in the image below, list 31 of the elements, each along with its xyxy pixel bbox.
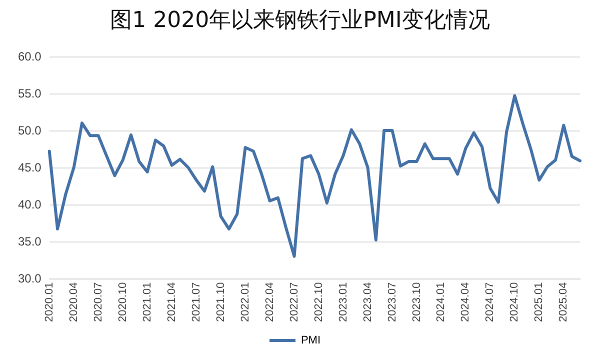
x-tick-label: 2020.10 [116,282,129,322]
x-tick-label: 2022.04 [264,282,276,322]
y-tick-label: 60.0 [18,50,42,64]
y-tick-label: 55.0 [18,86,42,101]
x-tick-label: 2022.01 [239,282,252,322]
y-tick-label: 45.0 [18,160,42,175]
x-tick-label: 2021.10 [214,282,227,322]
x-tick-label: 2023.01 [337,282,350,322]
x-tick-label: 2024.01 [435,282,448,322]
x-tick-label: 2021.04 [166,282,178,322]
x-tick-label: 2022.10 [312,282,325,322]
x-tick-label: 2020.07 [92,282,104,322]
x-tick-label: 2023.10 [410,282,423,322]
chart-title: 图1 2020年以来钢铁行业PMI变化情况 [109,7,491,35]
x-tick-label: 2020.01 [43,282,56,322]
y-tick-label: 30.0 [18,272,42,286]
x-tick-label: 2023.04 [362,282,374,322]
x-tick-label: 2020.04 [68,282,80,322]
x-tick-label: 2025.01 [533,282,546,322]
x-tick-label: 2022.07 [288,282,300,322]
y-tick-label: 50.0 [18,124,42,138]
x-tick-label: 2023.07 [386,282,398,322]
x-tick-label: 2025.04 [558,282,570,322]
y-tick-label: 40.0 [18,198,42,212]
x-tick-label: 2024.10 [508,282,521,322]
x-tick-label: 2024.07 [484,282,496,322]
x-tick-label: 2021.01 [141,282,154,322]
x-tick-label: 2024.04 [460,282,472,322]
legend-label: PMI [300,334,321,347]
x-tick-label: 2021.07 [190,282,202,322]
y-tick-label: 35.0 [18,234,42,249]
